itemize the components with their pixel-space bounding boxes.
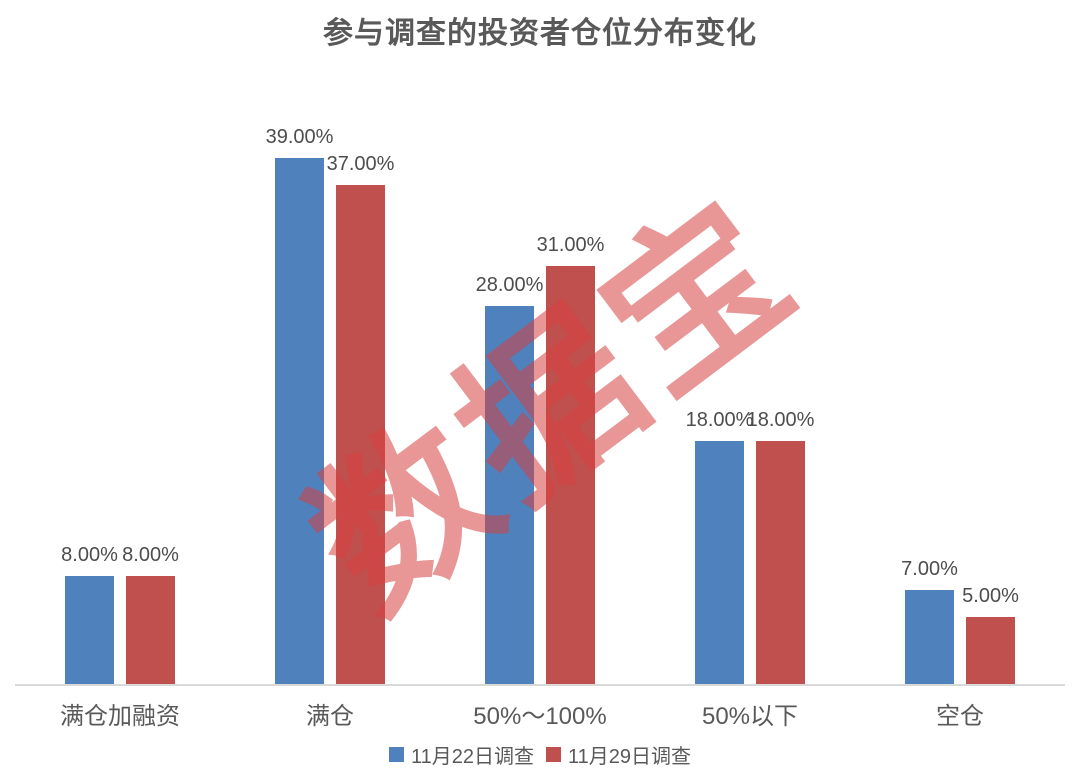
bar-group-0: 8.00% 8.00% [15, 84, 225, 684]
bar-group-4: 7.00% 5.00% [855, 84, 1065, 684]
legend-item-1: 11月29日调查 [546, 740, 691, 769]
legend-label: 11月22日调查 [410, 746, 534, 768]
bar-series1-cat4: 7.00% [901, 558, 958, 684]
value-label: 5.00% [962, 584, 1019, 607]
category-label-3: 50%以下 [701, 703, 799, 730]
chart-title: 参与调查的投资者仓位分布变化 [323, 17, 757, 50]
legend-item-0: 11月22日调查 [388, 740, 534, 769]
bar-series1-cat3: 18.00% [686, 409, 753, 684]
value-label: 8.00% [122, 544, 179, 566]
value-label: 37.00% [326, 152, 395, 175]
legend-label: 11月29日调查 [568, 746, 692, 768]
legend-square-icon [388, 747, 404, 762]
value-label: 7.00% [901, 557, 958, 580]
bar-group-1: 39.00% 37.00% [225, 84, 435, 684]
bar-series1-cat0: 8.00% [61, 544, 118, 684]
category-label-4: 空仓 [936, 703, 984, 730]
bar-series2-cat4: 5.00% [962, 585, 1019, 684]
value-label: 39.00% [265, 125, 334, 148]
legend: 11月22日调查 11月29日调查 [0, 740, 1080, 769]
legend-square-icon [546, 747, 561, 762]
value-label: 8.00% [61, 544, 118, 566]
value-label: 31.00% [536, 233, 605, 256]
category-label-2: 50%～100% [473, 703, 607, 730]
category-label-1: 满仓 [306, 703, 354, 730]
bar-group-2: 28.00% 31.00% [435, 84, 645, 684]
bar-series1-cat2: 28.00% [476, 274, 543, 684]
category-axis: 满仓加融资 满仓 50%～100% 50%以下 空仓 [15, 696, 1065, 731]
bar-series2-cat1: 37.00% [327, 153, 394, 684]
value-label: 28.00% [475, 274, 544, 296]
bar-series1-cat1: 39.00% [266, 126, 333, 684]
value-label: 18.00% [685, 409, 754, 431]
bar-group-3: 18.00% 18.00% [645, 84, 855, 684]
plot-area: 8.00% 8.00% 39.00% 37.00% 28.00% 31.00% 18.00%… [15, 84, 1065, 684]
bar-series2-cat0: 8.00% [122, 544, 179, 684]
category-label-0: 满仓加融资 [60, 703, 180, 730]
bar-series2-cat2: 31.00% [537, 234, 604, 684]
x-axis-line [15, 684, 1065, 686]
value-label: 18.00% [746, 409, 815, 431]
bar-series2-cat3: 18.00% [747, 409, 814, 684]
